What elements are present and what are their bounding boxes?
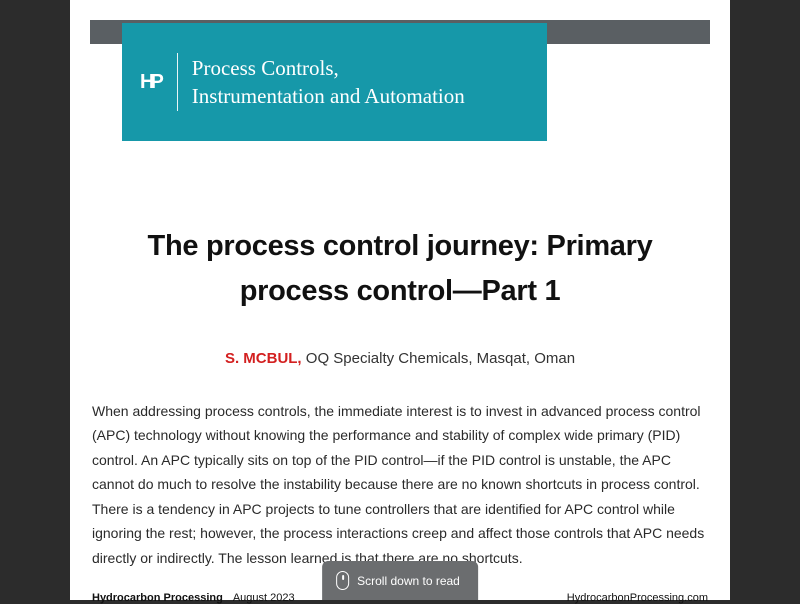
article-title: The process control journey: Primary pro… (90, 224, 710, 314)
mouse-scroll-icon (336, 571, 349, 590)
article-byline: S. MCBUL, OQ Specialty Chemicals, Masqat… (90, 350, 710, 367)
banner-divider (177, 53, 178, 111)
scroll-hint-label: Scroll down to read (357, 574, 460, 588)
article-body: When addressing process controls, the im… (90, 399, 710, 571)
footer-issue-date: August 2023 (233, 592, 295, 604)
scroll-down-button[interactable]: Scroll down to read (322, 561, 478, 600)
article-page: HP Process Controls, Instrumentation and… (70, 0, 730, 600)
footer-publication: Hydrocarbon Processing (92, 592, 223, 604)
hp-logo: HP (140, 71, 163, 94)
banner-section-title: Process Controls, Instrumentation and Au… (192, 54, 465, 111)
banner-line-1: Process Controls, (192, 56, 339, 80)
section-banner: HP Process Controls, Instrumentation and… (122, 23, 547, 141)
banner-line-2: Instrumentation and Automation (192, 84, 465, 108)
footer-website: HydrocarbonProcessing.com (567, 592, 708, 604)
footer-left: Hydrocarbon Processing August 2023 (92, 592, 295, 604)
author-affiliation: OQ Specialty Chemicals, Masqat, Oman (302, 350, 575, 367)
author-name: S. MCBUL, (225, 350, 302, 367)
